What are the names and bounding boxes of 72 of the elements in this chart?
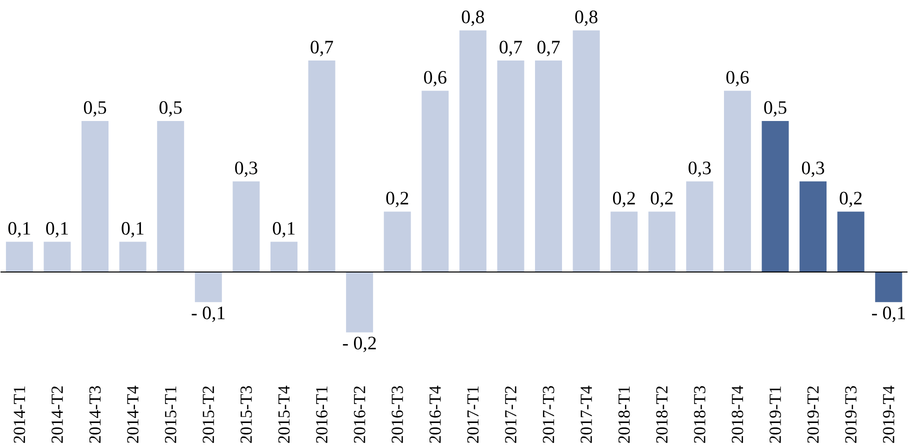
data-label: 0,3	[688, 162, 711, 177]
bar	[610, 212, 638, 272]
bar	[497, 60, 524, 272]
data-label: 0,8	[575, 10, 598, 26]
data-label: - 0,2	[342, 336, 376, 352]
data-label: 0,6	[726, 70, 749, 86]
data-label: 0,3	[802, 162, 824, 177]
bar	[346, 272, 374, 332]
bar	[535, 60, 562, 272]
x-tick-label: 2014-T3	[89, 386, 101, 443]
data-label: 0,2	[840, 192, 862, 208]
data-label: - 0,1	[872, 306, 905, 322]
data-label: 0,7	[500, 40, 522, 56]
bar	[648, 212, 676, 272]
data-label: 0,5	[764, 101, 786, 117]
data-label: 0,1	[272, 222, 295, 238]
data-label: 0,1	[122, 222, 144, 238]
data-label: 0,2	[650, 192, 673, 208]
x-tick-label: 2017-T4	[580, 386, 592, 443]
x-tick-label: 2019-T1	[770, 386, 781, 443]
x-tick-label: 2017-T3	[542, 386, 554, 443]
bar	[6, 242, 33, 272]
bar	[119, 242, 146, 272]
data-label: 0,1	[8, 222, 30, 238]
x-tick-label: 2018-T2	[656, 386, 668, 443]
bar	[762, 120, 789, 272]
data-label: 0,2	[386, 192, 408, 208]
data-label: 0,6	[424, 70, 446, 86]
bar	[572, 30, 600, 272]
x-tick-label: 2015-T2	[202, 386, 214, 443]
x-tick-label: 2019-T4	[882, 386, 894, 443]
bar	[308, 60, 336, 272]
x-tick-label: 2015-T1	[164, 386, 176, 443]
bar	[686, 181, 714, 272]
x-tick-label: 2014-T1	[14, 386, 26, 443]
data-label: 0,1	[46, 222, 68, 238]
data-label: 0,2	[613, 192, 635, 208]
x-tick-label: 2014-T4	[127, 386, 139, 443]
x-tick-label: 2017-T2	[505, 386, 516, 443]
bar	[82, 120, 109, 272]
bar	[800, 181, 827, 272]
x-tick-label: 2016-T2	[354, 386, 366, 443]
data-label: 0,3	[235, 162, 258, 177]
x-tick-label: 2016-T4	[429, 386, 441, 443]
data-label: 0,7	[537, 40, 560, 56]
bar	[837, 212, 864, 272]
x-tick-label: 2015-T3	[240, 386, 252, 443]
bar	[422, 90, 449, 272]
bar	[875, 272, 902, 302]
x-tick-label: 2019-T3	[845, 386, 857, 443]
x-tick-label: 2018-T1	[618, 386, 630, 443]
x-tick-label: 2017-T1	[467, 386, 479, 443]
bar	[270, 242, 298, 272]
x-tick-label: 2014-T2	[52, 386, 63, 443]
bar	[157, 120, 184, 272]
bar	[44, 242, 71, 272]
data-label: 0,7	[310, 40, 334, 56]
x-tick-label: 2015-T4	[278, 386, 290, 443]
bar	[724, 90, 751, 272]
x-tick-label: 2019-T2	[807, 386, 819, 443]
x-tick-label: 2016-T1	[316, 386, 328, 443]
bar	[459, 30, 486, 272]
bar	[194, 272, 222, 302]
bar	[384, 212, 411, 272]
x-tick-label: 2018-T4	[732, 386, 744, 443]
data-label: 0,8	[462, 10, 484, 26]
data-label: - 0,1	[192, 306, 225, 322]
x-tick-label: 2016-T3	[392, 386, 404, 443]
x-tick-label: 2018-T3	[694, 386, 706, 443]
data-label: 0,5	[84, 101, 106, 117]
bar	[232, 181, 260, 272]
data-label: 0,5	[160, 101, 182, 117]
